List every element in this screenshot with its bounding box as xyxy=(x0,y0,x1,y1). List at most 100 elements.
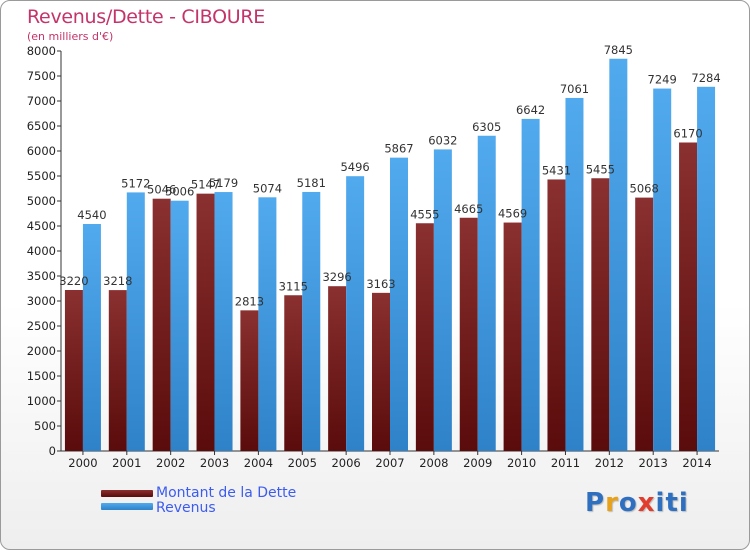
bar-dette xyxy=(108,290,127,451)
y-tick-label: 6500 xyxy=(27,119,56,133)
y-tick-label: 6000 xyxy=(27,144,56,158)
value-label-revenus: 5172 xyxy=(121,176,150,190)
logo-letter: x xyxy=(637,488,656,518)
y-tick-label: 2500 xyxy=(27,319,56,333)
value-label-dette: 4555 xyxy=(410,207,439,221)
legend-swatch-dette xyxy=(101,490,153,497)
logo-letter: i xyxy=(655,488,666,518)
y-tick-label: 3000 xyxy=(27,294,56,308)
bar-revenus xyxy=(697,86,716,452)
bar-dette xyxy=(679,142,698,451)
value-label-revenus: 5006 xyxy=(165,185,194,199)
value-label-dette: 3218 xyxy=(103,274,132,288)
chart-subtitle: (en milliers d'€) xyxy=(27,30,114,43)
x-tick-label: 2006 xyxy=(331,456,360,470)
value-label-revenus: 7284 xyxy=(691,71,720,85)
value-label-dette: 4569 xyxy=(498,207,527,221)
y-tick-label: 2000 xyxy=(27,344,56,358)
bar-dette xyxy=(64,290,83,451)
x-tick-label: 2002 xyxy=(156,456,185,470)
legend-label-revenus: Revenus xyxy=(156,500,216,516)
value-label-revenus: 5074 xyxy=(253,181,282,195)
legend-swatch-revenus xyxy=(101,503,153,510)
value-label-revenus: 5179 xyxy=(209,176,238,190)
bar-dette xyxy=(372,292,390,451)
bar-revenus xyxy=(126,192,145,451)
y-tick-label: 0 xyxy=(49,444,56,458)
x-tick-label: 2009 xyxy=(463,456,492,470)
y-tick-label: 7000 xyxy=(27,94,56,108)
proxiti-logo: Proxiti xyxy=(585,488,689,518)
x-tick-label: 2003 xyxy=(200,456,229,470)
x-tick-label: 2011 xyxy=(551,456,580,470)
value-label-dette: 6170 xyxy=(673,127,702,141)
x-tick-label: 2001 xyxy=(112,456,141,470)
bar-dette xyxy=(328,286,347,451)
logo-letter: P xyxy=(585,488,606,518)
value-label-revenus: 6642 xyxy=(516,103,545,117)
bar-revenus xyxy=(390,157,408,451)
bar-revenus xyxy=(214,192,233,452)
x-tick-label: 2012 xyxy=(595,456,624,470)
y-tick-label: 5500 xyxy=(27,169,56,183)
value-label-dette: 3115 xyxy=(279,279,308,293)
x-tick-label: 2007 xyxy=(375,456,404,470)
value-label-dette: 5046 xyxy=(147,183,176,197)
bar-dette xyxy=(152,198,171,451)
value-label-revenus: 6032 xyxy=(428,133,457,147)
bar-revenus xyxy=(346,176,365,451)
y-tick-label: 4500 xyxy=(27,219,56,233)
bar-dette xyxy=(547,179,566,451)
value-label-revenus: 5867 xyxy=(384,142,413,156)
logo-letter: o xyxy=(618,488,638,518)
bar-dette xyxy=(591,178,610,451)
y-tick-label: 5000 xyxy=(27,194,56,208)
chart-title: Revenus/Dette - CIBOURE xyxy=(27,6,265,28)
bar-dette xyxy=(635,197,654,451)
value-label-revenus: 7845 xyxy=(604,43,633,57)
bar-revenus xyxy=(565,97,584,451)
value-label-revenus: 7249 xyxy=(648,73,677,87)
bar-revenus xyxy=(477,135,496,451)
y-tick-label: 7500 xyxy=(27,69,56,83)
y-tick-label: 3500 xyxy=(27,269,56,283)
bar-revenus xyxy=(521,118,540,452)
logo-letter: r xyxy=(605,488,619,518)
bar-dette xyxy=(503,222,522,451)
value-label-dette: 5147 xyxy=(191,178,220,192)
y-tick-label: 8000 xyxy=(27,44,56,58)
value-label-revenus: 6305 xyxy=(472,120,501,134)
x-tick-label: 2010 xyxy=(507,456,536,470)
bar-revenus xyxy=(258,197,277,451)
y-tick-label: 4000 xyxy=(27,244,56,258)
bar-revenus xyxy=(170,200,189,451)
bar-dette xyxy=(459,217,478,451)
value-label-revenus: 4540 xyxy=(77,208,106,222)
x-tick-label: 2013 xyxy=(639,456,668,470)
value-label-dette: 3220 xyxy=(59,274,88,288)
bar-revenus xyxy=(609,58,628,451)
bar-dette xyxy=(284,295,303,451)
value-label-dette: 5455 xyxy=(586,162,615,176)
value-label-revenus: 5496 xyxy=(340,160,369,174)
value-label-dette: 2813 xyxy=(235,294,264,308)
bar-revenus xyxy=(82,224,101,451)
value-label-dette: 3163 xyxy=(366,277,395,291)
y-tick-label: 1000 xyxy=(27,394,56,408)
y-tick-label: 500 xyxy=(34,419,56,433)
logo-letter: i xyxy=(678,488,689,518)
value-label-dette: 3296 xyxy=(322,270,351,284)
value-label-revenus: 7061 xyxy=(560,82,589,96)
x-tick-label: 2014 xyxy=(682,456,711,470)
x-tick-label: 2008 xyxy=(419,456,448,470)
legend-label-dette: Montant de la Dette xyxy=(156,485,297,501)
bar-dette xyxy=(196,193,215,451)
bar-revenus xyxy=(433,149,452,451)
value-label-dette: 4665 xyxy=(454,202,483,216)
x-tick-label: 2004 xyxy=(244,456,273,470)
y-tick-label: 1500 xyxy=(27,369,56,383)
bar-dette xyxy=(240,310,259,451)
bar-revenus xyxy=(653,88,672,452)
